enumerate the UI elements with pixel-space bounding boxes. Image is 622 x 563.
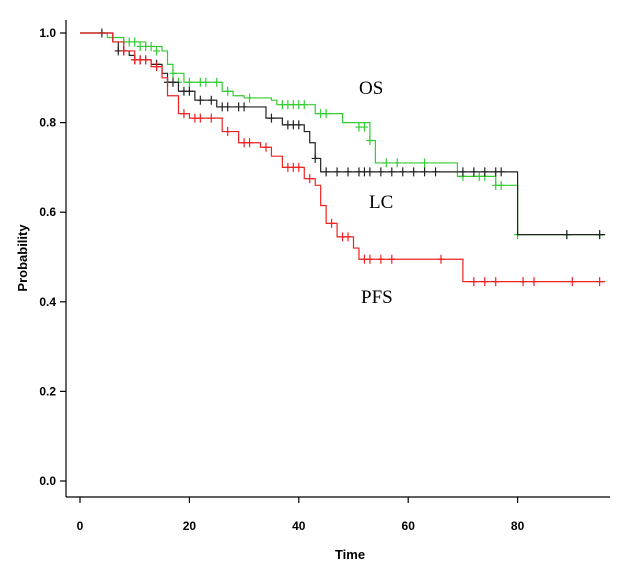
censor-mark-lc [207, 95, 215, 105]
censor-mark-lc [322, 167, 330, 177]
censor-mark-pfs [262, 142, 270, 152]
censor-mark-os [202, 77, 210, 87]
censor-mark-pfs [207, 113, 215, 123]
censor-mark-pfs [519, 277, 527, 287]
censor-mark-pfs [120, 46, 128, 56]
censor-mark-lc [196, 95, 204, 105]
censor-mark-lc [377, 167, 385, 177]
censor-mark-pfs [153, 62, 161, 72]
censor-mark-os [393, 158, 401, 168]
censor-mark-lc [596, 230, 604, 240]
censor-mark-lc [311, 153, 319, 163]
y-axis-title: Probability [15, 224, 30, 292]
censor-mark-os [153, 46, 161, 56]
censor-mark-os [246, 93, 254, 103]
censor-mark-os [147, 41, 155, 51]
x-axis-title: Time [335, 547, 365, 562]
y-ticks: 0.0 0.2 0.4 0.6 0.8 1.0 [39, 26, 66, 488]
censor-mark-lc [459, 167, 467, 177]
y-tick-label: 0.0 [39, 474, 56, 488]
censor-mark-pfs [344, 232, 352, 242]
censor-mark-pfs [377, 254, 385, 264]
y-tick-label: 0.8 [39, 116, 56, 130]
censor-mark-pfs [492, 277, 500, 287]
censor-mark-os [421, 158, 429, 168]
series-pfs [80, 32, 606, 287]
censor-mark-pfs [437, 254, 445, 264]
censor-mark-lc [421, 167, 429, 177]
censor-mark-lc [470, 167, 478, 177]
censor-mark-lc [399, 167, 407, 177]
censor-mark-lc [267, 113, 275, 123]
censor-mark-os [382, 158, 390, 168]
censor-mark-lc [295, 120, 303, 130]
series-label-os: OS [359, 78, 383, 99]
curve-pfs [80, 32, 606, 283]
censor-mark-os [366, 136, 374, 146]
survival-curves [80, 28, 606, 287]
censor-mark-os [213, 77, 221, 87]
censor-mark-pfs [224, 127, 232, 137]
y-tick-label: 0.2 [39, 384, 56, 398]
censor-mark-os [497, 180, 505, 190]
censor-mark-os [300, 100, 308, 110]
censor-mark-os [185, 77, 193, 87]
curve-lc [80, 32, 606, 236]
series-lc [80, 28, 606, 240]
x-tick-label: 60 [402, 519, 416, 533]
x-tick-label: 80 [511, 519, 525, 533]
series-label-lc: LC [369, 192, 393, 213]
censor-mark-pfs [196, 113, 204, 123]
censor-mark-lc [366, 167, 374, 177]
censor-mark-os [131, 37, 139, 47]
censor-mark-lc [333, 167, 341, 177]
censor-mark-lc [240, 102, 248, 112]
series-label-pfs: PFS [361, 287, 393, 308]
x-tick-label: 0 [77, 519, 84, 533]
y-tick-label: 0.4 [39, 295, 56, 309]
y-tick-label: 0.6 [39, 205, 56, 219]
censor-mark-pfs [481, 277, 489, 287]
censor-mark-pfs [295, 162, 303, 172]
censor-mark-lc [497, 167, 505, 177]
censor-mark-lc [432, 167, 440, 177]
censor-mark-lc [388, 167, 396, 177]
censor-mark-pfs [388, 254, 396, 264]
censor-mark-os [224, 86, 232, 96]
censor-mark-os [169, 68, 177, 78]
y-tick-label: 1.0 [39, 26, 56, 40]
curve-os [80, 32, 606, 236]
censor-mark-lc [481, 167, 489, 177]
censor-mark-pfs [568, 277, 576, 287]
x-tick-label: 20 [183, 519, 197, 533]
censor-mark-os [322, 109, 330, 119]
censor-mark-lc [563, 230, 571, 240]
censor-mark-pfs [180, 109, 188, 119]
censor-mark-pfs [366, 254, 374, 264]
x-tick-label: 40 [292, 519, 306, 533]
censor-mark-pfs [142, 55, 150, 65]
censor-mark-pfs [328, 218, 336, 228]
censor-mark-lc [224, 102, 232, 112]
censor-mark-pfs [246, 138, 254, 148]
x-ticks: 0 20 40 60 80 [77, 497, 525, 533]
censor-mark-pfs [596, 277, 604, 287]
censor-mark-pfs [530, 277, 538, 287]
censor-mark-pfs [306, 174, 314, 184]
censor-mark-lc [169, 77, 177, 87]
censor-mark-lc [344, 167, 352, 177]
censor-mark-lc [185, 86, 193, 96]
censor-mark-lc [410, 167, 418, 177]
axes [65, 20, 610, 498]
censor-mark-pfs [470, 277, 478, 287]
censor-mark-os [360, 122, 368, 132]
